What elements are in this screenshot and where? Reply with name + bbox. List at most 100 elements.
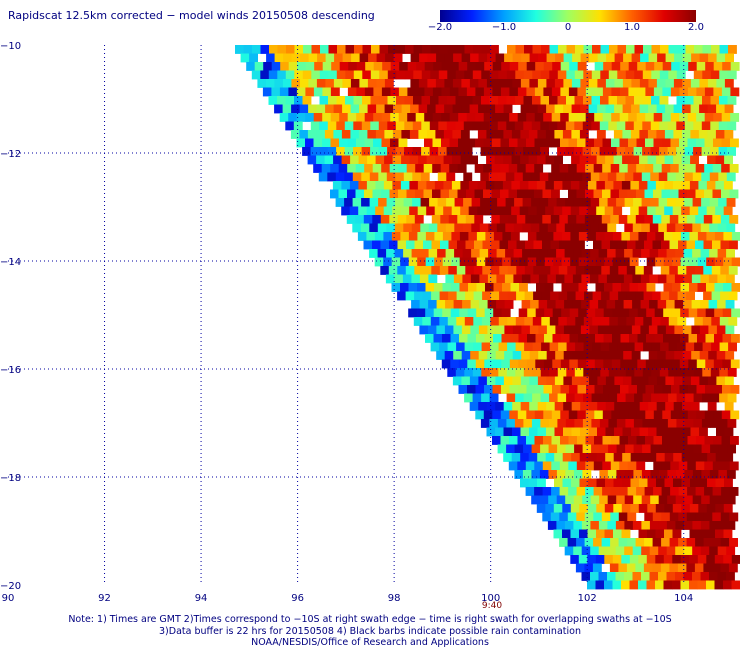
wind-cell — [689, 529, 699, 539]
wind-cell — [489, 147, 498, 156]
wind-cell — [445, 249, 455, 258]
wind-cell — [538, 325, 548, 335]
wind-cell — [644, 215, 654, 224]
wind-cell — [716, 79, 726, 88]
wind-cell — [723, 529, 733, 539]
wind-cell — [604, 232, 614, 241]
wind-cell — [578, 257, 588, 267]
wind-cell — [720, 291, 729, 301]
wind-cell — [506, 393, 516, 403]
wind-cell — [628, 62, 638, 71]
wind-cell — [707, 478, 716, 488]
wind-cell — [631, 325, 641, 335]
swath-time-label: 9:40 — [481, 601, 503, 611]
wind-cell — [707, 104, 717, 114]
wind-cell — [682, 104, 691, 114]
wind-cell — [698, 181, 708, 190]
footnotes: Note: 1) Times are GMT 2)Times correspon… — [0, 614, 740, 649]
wind-cell — [517, 461, 527, 471]
wind-cell — [539, 495, 549, 505]
wind-cell — [400, 283, 409, 292]
wind-cell — [724, 427, 734, 437]
wind-cell — [578, 283, 588, 292]
wind-cell — [621, 283, 630, 292]
wind-cell — [683, 249, 693, 258]
wind-cell — [644, 538, 653, 547]
wind-cell — [460, 130, 470, 139]
wind-cell — [711, 317, 721, 326]
wind-cell — [585, 487, 594, 496]
wind-cell — [507, 291, 517, 301]
wind-cell — [661, 538, 670, 547]
wind-cell — [681, 453, 691, 462]
wind-cell — [417, 283, 426, 292]
wind-cell — [447, 96, 456, 105]
wind-cell — [433, 308, 443, 318]
wind-cell — [418, 104, 428, 114]
wind-cell — [560, 62, 570, 71]
wind-cell — [360, 223, 370, 233]
wind-cell — [676, 419, 686, 428]
wind-cell — [405, 266, 415, 275]
wind-cell — [714, 308, 724, 318]
wind-cell — [621, 257, 631, 267]
wind-cell — [641, 521, 651, 530]
wind-cell — [347, 138, 357, 148]
wind-cell — [409, 206, 419, 216]
wind-cell — [464, 317, 474, 326]
wind-cell — [336, 70, 346, 80]
wind-cell — [465, 240, 475, 250]
wind-cell — [547, 249, 557, 258]
wind-cell — [614, 402, 624, 411]
wind-cell — [395, 172, 405, 182]
wind-cell — [653, 487, 662, 496]
wind-cell — [617, 317, 627, 326]
wind-cell — [385, 53, 394, 63]
wind-cell — [512, 402, 522, 411]
wind-cell — [457, 189, 467, 199]
wind-cell — [631, 351, 641, 360]
wind-cell — [480, 198, 489, 207]
wind-cell — [501, 359, 511, 369]
wind-cell — [515, 342, 525, 352]
wind-cell — [585, 436, 595, 445]
wind-cell — [478, 79, 488, 88]
wind-cell — [305, 62, 315, 71]
wind-cell — [703, 266, 713, 275]
wind-cell — [485, 206, 495, 216]
wind-cell — [572, 300, 582, 309]
wind-cell — [682, 79, 692, 88]
wind-cell — [454, 198, 464, 207]
wind-cell — [657, 351, 667, 360]
wind-cell — [648, 325, 658, 335]
wind-cell — [567, 291, 576, 301]
wind-cell — [518, 359, 528, 369]
wind-cell — [322, 113, 332, 122]
wind-cell — [518, 385, 527, 394]
wind-cell — [602, 164, 612, 173]
wind-cell — [470, 351, 480, 360]
wind-cell — [567, 538, 577, 547]
wind-cell — [449, 87, 459, 97]
wind-cell — [725, 300, 735, 309]
wind-cell — [504, 53, 513, 63]
wind-cell — [644, 189, 654, 199]
wind-cell — [611, 385, 621, 394]
wind-cell — [668, 317, 678, 326]
wind-cell — [554, 376, 564, 386]
wind-cell — [562, 478, 572, 488]
wind-cell — [517, 164, 527, 173]
wind-cell — [642, 368, 652, 377]
wind-cell — [697, 232, 707, 241]
wind-cell — [492, 113, 502, 122]
longitude-tick-labels: 90 92 94 96 98 100 102 104 — [2, 593, 694, 604]
wind-cell — [495, 402, 505, 411]
wind-cell — [557, 419, 567, 428]
wind-cell — [509, 138, 518, 148]
wind-cell — [672, 181, 682, 190]
wind-cell — [599, 470, 609, 479]
wind-cell — [493, 334, 502, 343]
wind-cell — [425, 257, 435, 267]
wind-cell — [508, 461, 518, 471]
wind-cell — [313, 164, 323, 173]
